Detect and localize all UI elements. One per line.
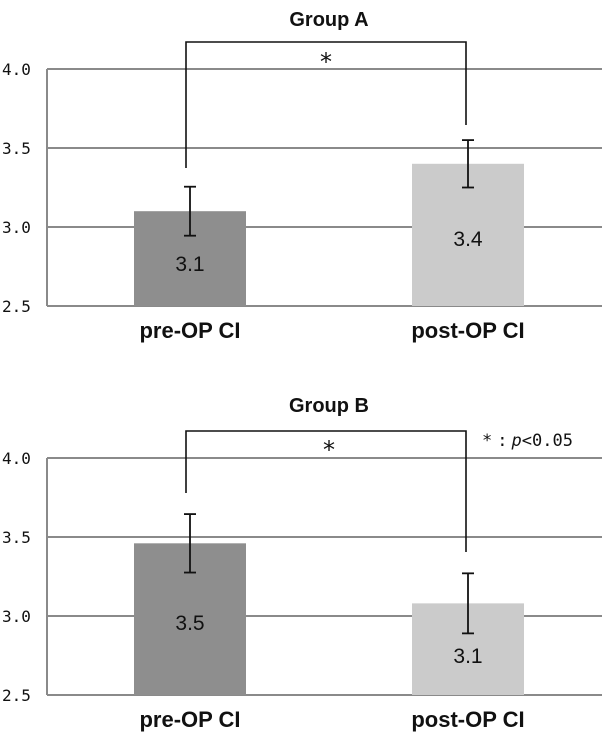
data-label: 3.5 xyxy=(175,612,204,635)
tick-label: 3.0 xyxy=(2,607,31,626)
data-label: 3.1 xyxy=(453,645,482,668)
tick-label: 3.5 xyxy=(2,528,31,547)
x-category-label: post-OP CI xyxy=(411,318,524,343)
significance-star: * xyxy=(323,436,335,464)
group-b-panel: Group B 4.0 3.5 3.0 2.5 3.5 3.1 * *: p<0.… xyxy=(2,395,602,732)
tick-label: 4.0 xyxy=(2,449,31,468)
tick-label: 4.0 xyxy=(2,60,31,79)
tick-label: 2.5 xyxy=(2,686,31,705)
group-a-panel: Group A 4.0 3.5 3.0 2.5 3.1 3.4 * pre-OP… xyxy=(2,9,602,343)
error-bar-post-op xyxy=(462,139,474,189)
group-b-ticks: 4.0 3.5 3.0 2.5 xyxy=(2,449,31,705)
x-category-label: post-OP CI xyxy=(411,707,524,732)
x-category-label: pre-OP CI xyxy=(139,707,240,732)
x-category-label: pre-OP CI xyxy=(139,318,240,343)
significance-bracket xyxy=(185,41,467,168)
group-b-title: Group B xyxy=(289,395,369,417)
note-marker: * xyxy=(482,431,492,451)
tick-label: 3.0 xyxy=(2,218,31,237)
data-label: 3.4 xyxy=(453,228,483,251)
note-threshold: <0.05 xyxy=(522,431,573,451)
error-bar-pre-op xyxy=(184,185,196,237)
group-a-title: Group A xyxy=(289,9,368,31)
significance-bracket xyxy=(185,430,467,552)
tick-label: 3.5 xyxy=(2,139,31,158)
group-a-ticks: 4.0 3.5 3.0 2.5 xyxy=(2,60,31,316)
significance-star: * xyxy=(320,48,332,76)
significance-note: *: p<0.05 xyxy=(482,431,573,451)
note-p: p xyxy=(511,431,522,451)
error-bar-pre-op xyxy=(184,513,196,574)
tick-label: 2.5 xyxy=(2,297,31,316)
error-bar-post-op xyxy=(462,572,474,635)
note-separator: : xyxy=(497,431,507,451)
data-label: 3.1 xyxy=(175,253,204,276)
